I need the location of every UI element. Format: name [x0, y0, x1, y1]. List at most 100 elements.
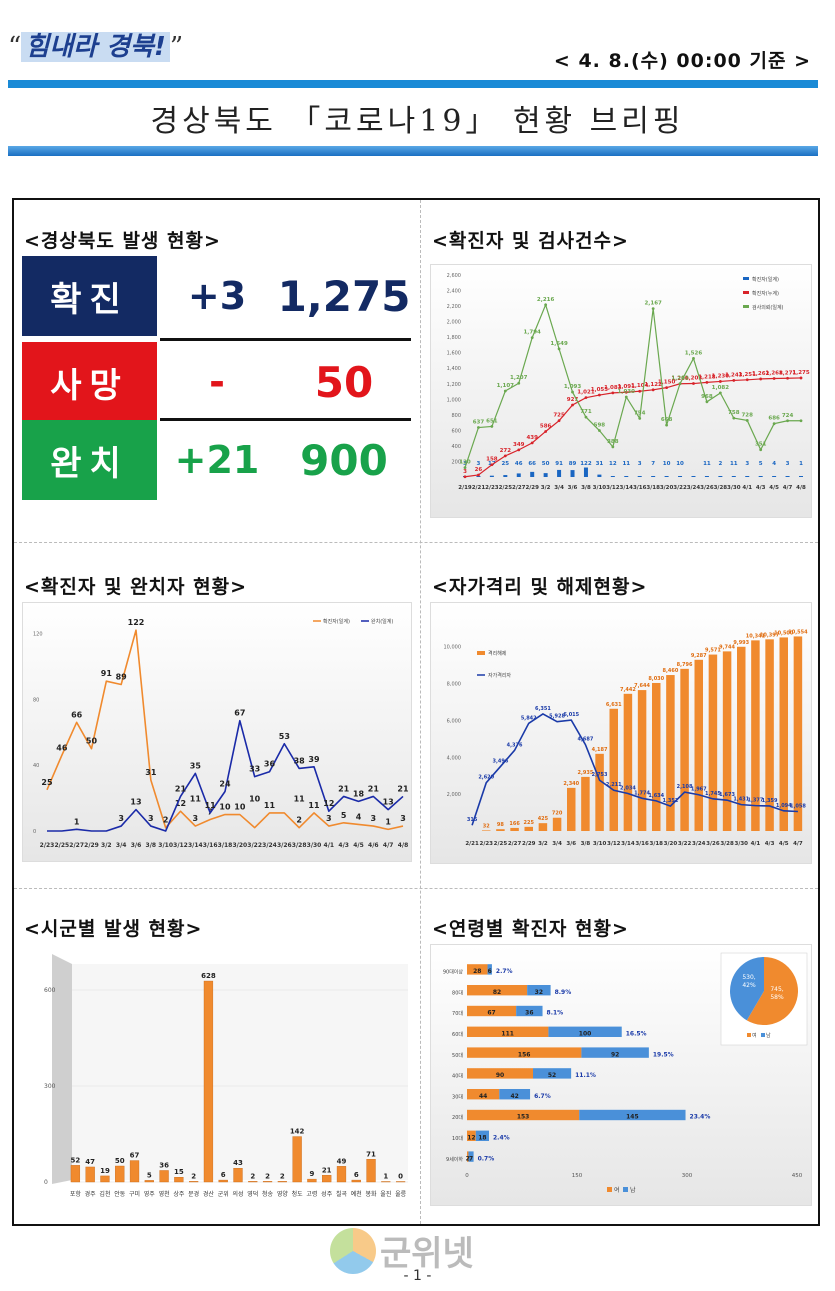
daily-bar — [758, 476, 763, 477]
x-tick-label: 3/4 — [116, 842, 127, 849]
legend-label: 자가격리자 — [488, 672, 511, 679]
pie-male-slice — [730, 957, 764, 1021]
x-tick-label: 2/27 — [508, 841, 522, 847]
bar-value: 19 — [100, 1167, 110, 1175]
x-tick-label: 300 — [682, 1173, 693, 1179]
point-label: 1,207 — [510, 375, 528, 381]
isolation-label: 1,058 — [790, 803, 806, 809]
point-label: 122 — [128, 618, 145, 627]
point-label: 586 — [540, 423, 552, 429]
data-point — [584, 415, 588, 419]
release-label: 98 — [497, 822, 504, 828]
point-label: 1,794 — [523, 330, 541, 336]
data-point — [490, 463, 494, 467]
male-bar — [468, 1151, 474, 1162]
data-point — [477, 473, 480, 477]
isolation-label: 4,687 — [578, 737, 594, 743]
bar-value: 67 — [130, 1152, 140, 1160]
legend-label: 확진자(누계) — [752, 290, 779, 297]
daily-bar — [476, 476, 481, 477]
release-label: 10,500 — [774, 630, 794, 636]
y-tick-label: 2,000 — [447, 792, 461, 798]
y-tick-label: 300 — [44, 1083, 56, 1090]
status-total: 900 — [300, 435, 388, 485]
point-label: 725 — [553, 413, 565, 419]
data-point — [692, 382, 695, 385]
category-label: 포항 — [70, 1190, 82, 1198]
data-point — [503, 454, 507, 458]
category-label: 9세이하 — [446, 1156, 463, 1163]
x-tick-label: 2/29 — [522, 841, 536, 847]
data-point — [665, 386, 668, 390]
female-value: 44 — [479, 1093, 487, 1100]
bar-value: 1 — [383, 1173, 388, 1181]
point-label: 12 — [323, 799, 334, 808]
x-tick-label: 2/23 — [40, 842, 55, 849]
data-point — [745, 378, 749, 382]
status-delta: - — [209, 360, 225, 404]
release-label: 7,644 — [634, 683, 650, 689]
data-point — [651, 388, 655, 392]
legend-label: 검사의뢰(일계) — [752, 304, 784, 311]
x-tick-label: 0 — [465, 1173, 469, 1179]
x-tick-label: 4/7 — [783, 485, 793, 491]
point-label: 26 — [475, 467, 483, 473]
category-label: 김천 — [99, 1190, 110, 1198]
bar-value: 52 — [71, 1156, 81, 1164]
daily-bar — [597, 474, 602, 477]
x-tick-label: 3/26 — [700, 485, 714, 491]
point-label: 651 — [486, 418, 498, 424]
region-bar — [129, 1160, 140, 1183]
percent-label: 19.5% — [653, 1051, 674, 1058]
data-point — [759, 448, 763, 452]
region-bar — [381, 1181, 391, 1183]
point-label: 1,649 — [550, 341, 568, 347]
point-label: 3 — [371, 814, 377, 823]
x-tick-label: 3/2 — [538, 841, 548, 847]
male-bar — [548, 1026, 622, 1037]
row-divider-2 — [14, 888, 818, 889]
point-label: 272 — [500, 448, 512, 454]
female-bar — [467, 1151, 469, 1162]
male-value: 36 — [525, 1010, 533, 1017]
y-tick-label: 1,000 — [447, 397, 461, 403]
data-point — [557, 347, 561, 351]
category-label: 30대 — [452, 1093, 463, 1100]
x-tick-label: 3/10 — [593, 841, 607, 847]
x-tick-label: 3/12 — [606, 485, 620, 491]
daily-bar — [530, 471, 535, 477]
vertical-divider — [420, 200, 421, 1224]
bar-value: 71 — [366, 1150, 376, 1158]
point-label: 3 — [463, 469, 467, 475]
daily-bar — [610, 476, 615, 477]
daily-bar — [516, 473, 521, 477]
point-label: 10 — [234, 803, 246, 812]
point-label: 388 — [607, 439, 619, 445]
x-tick-label: 150 — [572, 1173, 583, 1179]
male-value: 42 — [510, 1093, 518, 1100]
y-tick-label: 6,000 — [447, 718, 461, 724]
legend-swatch — [743, 291, 749, 294]
x-tick-label: 2/25 — [54, 842, 69, 849]
data-point — [692, 357, 695, 360]
x-tick-label: 3/14 — [620, 485, 634, 491]
release-bar — [694, 659, 703, 831]
point-label: 1,230 — [712, 373, 730, 379]
x-tick-label: 4/1 — [324, 842, 335, 849]
data-point — [517, 448, 521, 452]
daily-label: 3 — [477, 461, 481, 467]
isolation-label: 1,377 — [748, 798, 764, 804]
region-bar — [85, 1166, 95, 1183]
female-value: 12 — [467, 1135, 475, 1142]
data-point — [503, 389, 507, 393]
x-tick-label: 4/1 — [742, 485, 752, 491]
data-point — [477, 426, 480, 429]
point-label: 21 — [397, 784, 409, 793]
legend-label: 여 — [614, 1186, 620, 1194]
point-label: 1,218 — [698, 374, 716, 380]
x-tick-label: 3/18 — [218, 842, 233, 849]
status-section-title: <경상북도 발생 현황> — [24, 230, 221, 252]
data-point — [530, 336, 534, 340]
slogan-text: 힘내라 경북! — [21, 32, 170, 62]
point-label: 1,083 — [604, 385, 622, 391]
